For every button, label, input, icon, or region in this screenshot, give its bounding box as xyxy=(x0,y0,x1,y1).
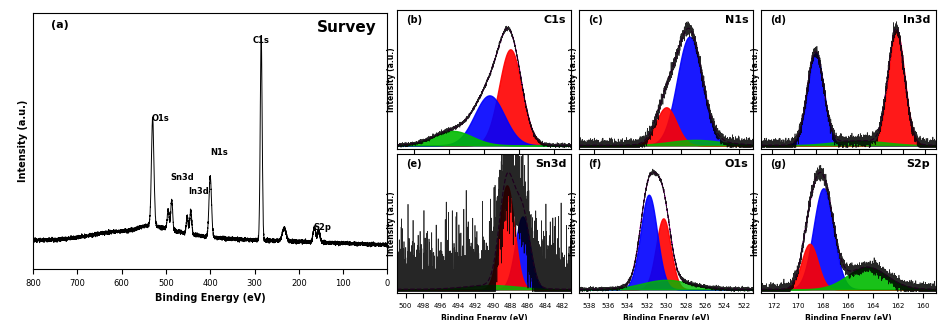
X-axis label: Binding Energy (eV): Binding Energy (eV) xyxy=(155,293,265,303)
Text: (d): (d) xyxy=(769,15,784,25)
X-axis label: Binding Energy (eV): Binding Energy (eV) xyxy=(622,314,709,320)
Text: (b): (b) xyxy=(405,15,421,25)
X-axis label: Binding Energy (eV): Binding Energy (eV) xyxy=(440,314,527,320)
Text: (c): (c) xyxy=(587,15,602,25)
Y-axis label: Intensity (a.u.): Intensity (a.u.) xyxy=(386,191,396,255)
Text: N1s: N1s xyxy=(210,148,228,157)
Text: (e): (e) xyxy=(405,159,421,169)
Text: Survey: Survey xyxy=(317,20,377,36)
Text: (f): (f) xyxy=(587,159,600,169)
Y-axis label: Intensity (a.u.): Intensity (a.u.) xyxy=(568,191,577,255)
X-axis label: Binding Energy (eV): Binding Energy (eV) xyxy=(804,314,890,320)
Text: (a): (a) xyxy=(51,20,69,30)
Text: S2p: S2p xyxy=(905,159,929,169)
Text: C1s: C1s xyxy=(543,15,565,25)
Text: (g): (g) xyxy=(769,159,784,169)
Text: In3d: In3d xyxy=(188,187,209,196)
Y-axis label: Intensity (a.u.): Intensity (a.u.) xyxy=(750,191,759,255)
Y-axis label: Intensity (a.u.): Intensity (a.u.) xyxy=(568,47,577,111)
Text: In3d: In3d xyxy=(902,15,929,25)
Text: S2p: S2p xyxy=(313,223,331,232)
Text: Sn3d: Sn3d xyxy=(534,159,565,169)
Text: Sn3d: Sn3d xyxy=(170,173,194,182)
Text: O1s: O1s xyxy=(724,159,748,169)
Y-axis label: Intensity (a.u.): Intensity (a.u.) xyxy=(750,47,759,111)
Text: C1s: C1s xyxy=(252,36,269,45)
Text: N1s: N1s xyxy=(724,15,748,25)
Y-axis label: Intensity (a.u.): Intensity (a.u.) xyxy=(18,100,27,182)
X-axis label: Binding Energy (eV): Binding Energy (eV) xyxy=(804,170,890,179)
Text: O1s: O1s xyxy=(152,114,169,123)
X-axis label: Binding Energy (eV): Binding Energy (eV) xyxy=(622,170,709,179)
X-axis label: Binding Energy (eV): Binding Energy (eV) xyxy=(440,170,527,179)
Y-axis label: Intensity (a.u.): Intensity (a.u.) xyxy=(386,47,396,111)
